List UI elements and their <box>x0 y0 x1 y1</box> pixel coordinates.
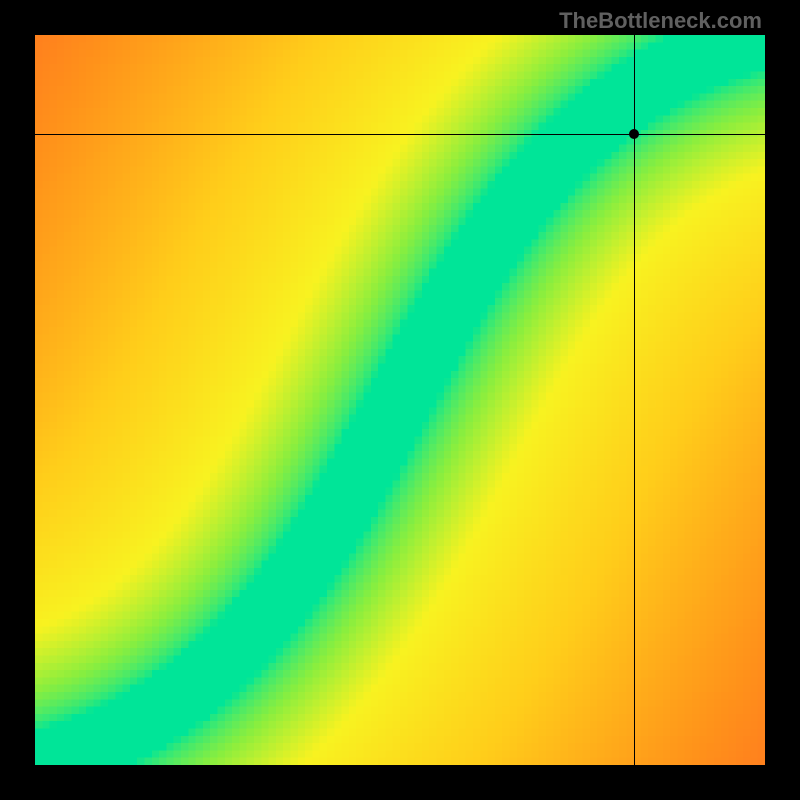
crosshair-vertical <box>634 35 635 765</box>
watermark-label: TheBottleneck.com <box>559 8 762 34</box>
crosshair-horizontal <box>35 134 765 135</box>
heatmap-canvas <box>35 35 765 765</box>
data-point-marker <box>629 129 639 139</box>
bottleneck-heatmap <box>35 35 765 765</box>
